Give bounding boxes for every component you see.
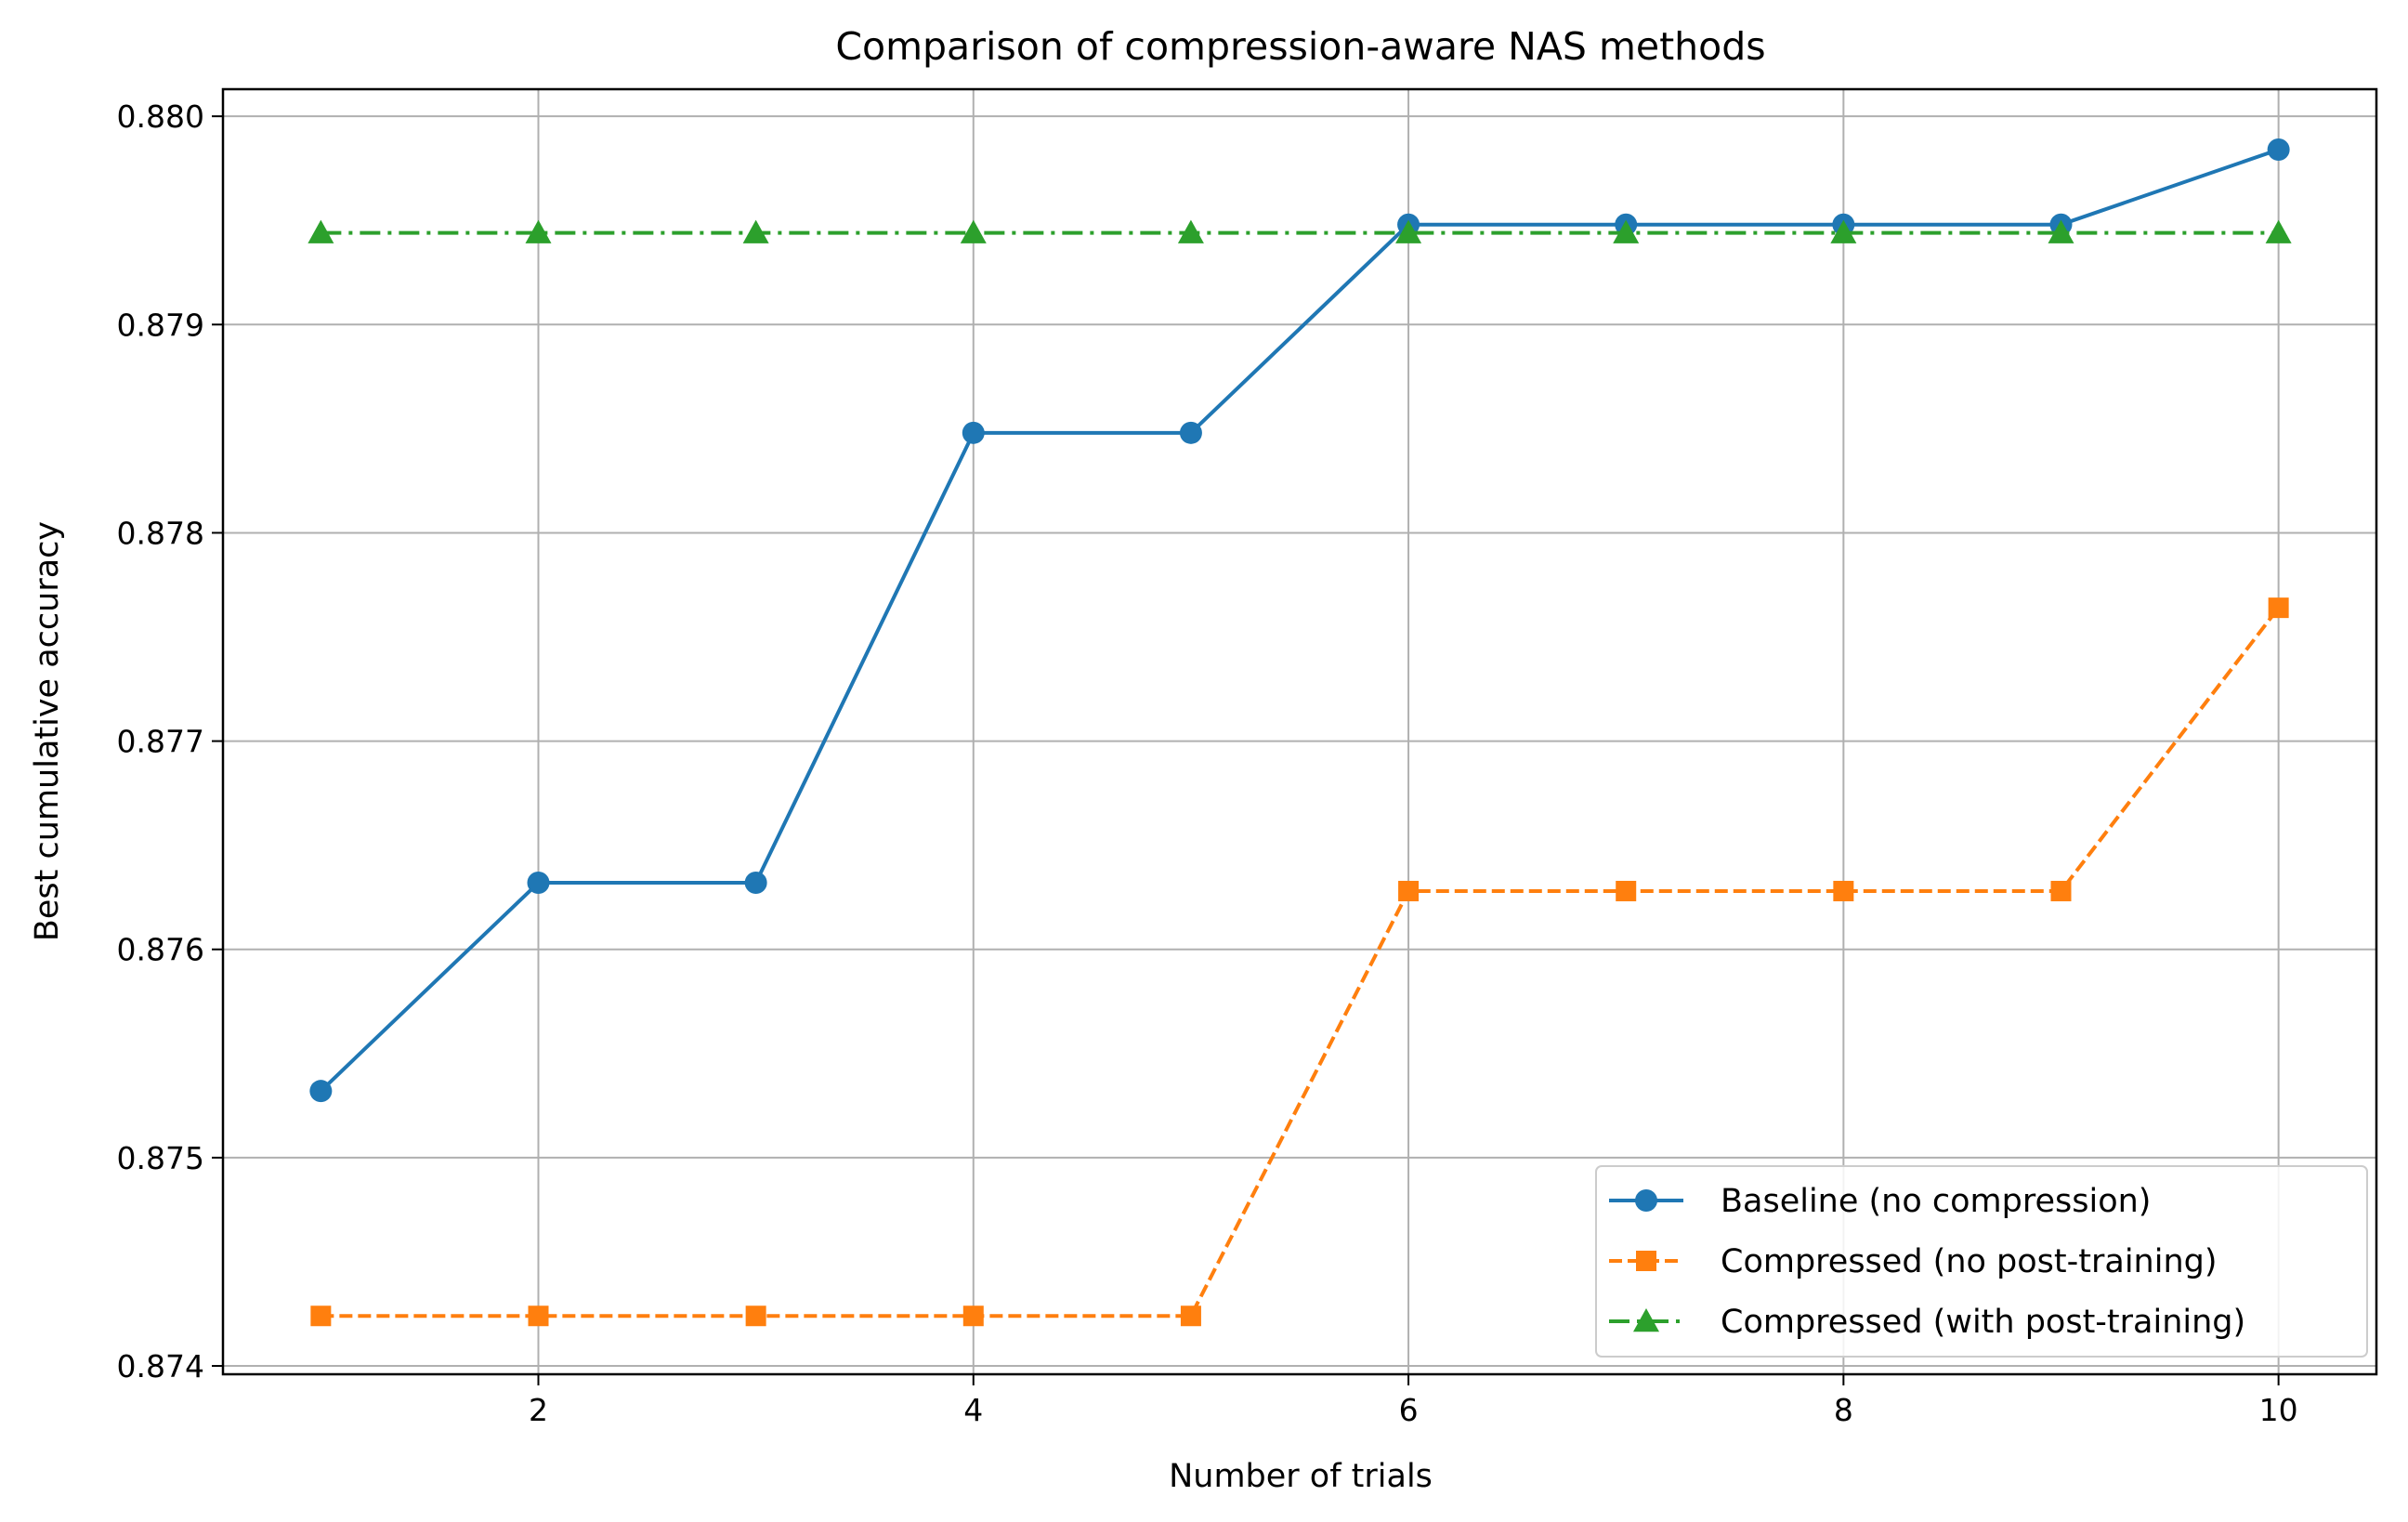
y-tick-label: 0.875 [117, 1140, 204, 1176]
x-tick-label: 8 [1834, 1392, 1853, 1428]
legend-label: Baseline (no compression) [1721, 1183, 2151, 1220]
y-tick-label: 0.878 [117, 515, 204, 551]
data-point [1613, 219, 1640, 243]
legend: Baseline (no compression) Compressed (no … [1595, 1165, 2368, 1358]
data-point [528, 1306, 549, 1327]
data-point [527, 872, 550, 895]
legend-box [1595, 1165, 2368, 1358]
data-point [745, 1306, 766, 1327]
x-tick-label: 4 [963, 1392, 983, 1428]
data-point [960, 219, 987, 243]
data-point [1398, 880, 1420, 901]
y-tick-label: 0.877 [117, 724, 204, 760]
legend-item: Baseline (no compression) [1609, 1183, 2151, 1220]
legend-marker [1633, 1308, 1659, 1332]
data-point [308, 219, 334, 243]
legend-item: Compressed (with post-training) [1609, 1304, 2245, 1341]
series-3 [308, 219, 2292, 243]
data-point [962, 1306, 984, 1327]
data-point [1395, 219, 1422, 243]
data-point [1180, 1306, 1201, 1327]
data-point [1179, 421, 1202, 444]
data-point [1616, 880, 1637, 901]
x-tick-label: 10 [2259, 1392, 2298, 1428]
data-point [310, 1306, 332, 1327]
data-point [2265, 219, 2292, 243]
data-point [525, 219, 552, 243]
series-layer [308, 138, 2292, 1327]
legend-marker [1635, 1189, 1657, 1212]
data-point [744, 872, 767, 895]
series-line [321, 606, 2281, 1319]
data-point [1830, 219, 1857, 243]
data-point [1177, 219, 1204, 243]
data-point [309, 1080, 333, 1103]
y-tick-label: 0.876 [117, 932, 204, 968]
y-tick-label: 0.880 [117, 98, 204, 135]
y-axis-label: Best cumulative accuracy [29, 521, 66, 941]
x-tick-label: 2 [529, 1392, 548, 1428]
y-tick-label: 0.879 [117, 307, 204, 343]
x-tick-label: 6 [1399, 1392, 1419, 1428]
legend-marker [1636, 1251, 1656, 1271]
grid [223, 89, 2376, 1374]
legend-item: Compressed (no post-training) [1609, 1243, 2218, 1280]
data-point [742, 219, 769, 243]
legend-label: Compressed (with post-training) [1721, 1304, 2245, 1341]
y-tick-label: 0.874 [117, 1348, 204, 1384]
axes: 2 4 6 8 10 0.874 0.875 0.876 0.877 0.878 0.879 0.88… [117, 98, 2298, 1428]
x-axis-label: Number of trials [1169, 1458, 1433, 1495]
chart-title: Comparison of compression-aware NAS meth… [835, 24, 1765, 69]
legend-label: Compressed (no post-training) [1721, 1243, 2218, 1280]
data-point [1833, 880, 1854, 901]
plot-frame [221, 87, 2378, 1376]
data-point [2268, 597, 2289, 619]
data-point [2267, 138, 2290, 162]
data-point [962, 421, 985, 444]
data-point [2050, 880, 2072, 901]
data-point [2048, 219, 2074, 243]
series-2 [310, 597, 2289, 1327]
series-line [319, 148, 2280, 1093]
